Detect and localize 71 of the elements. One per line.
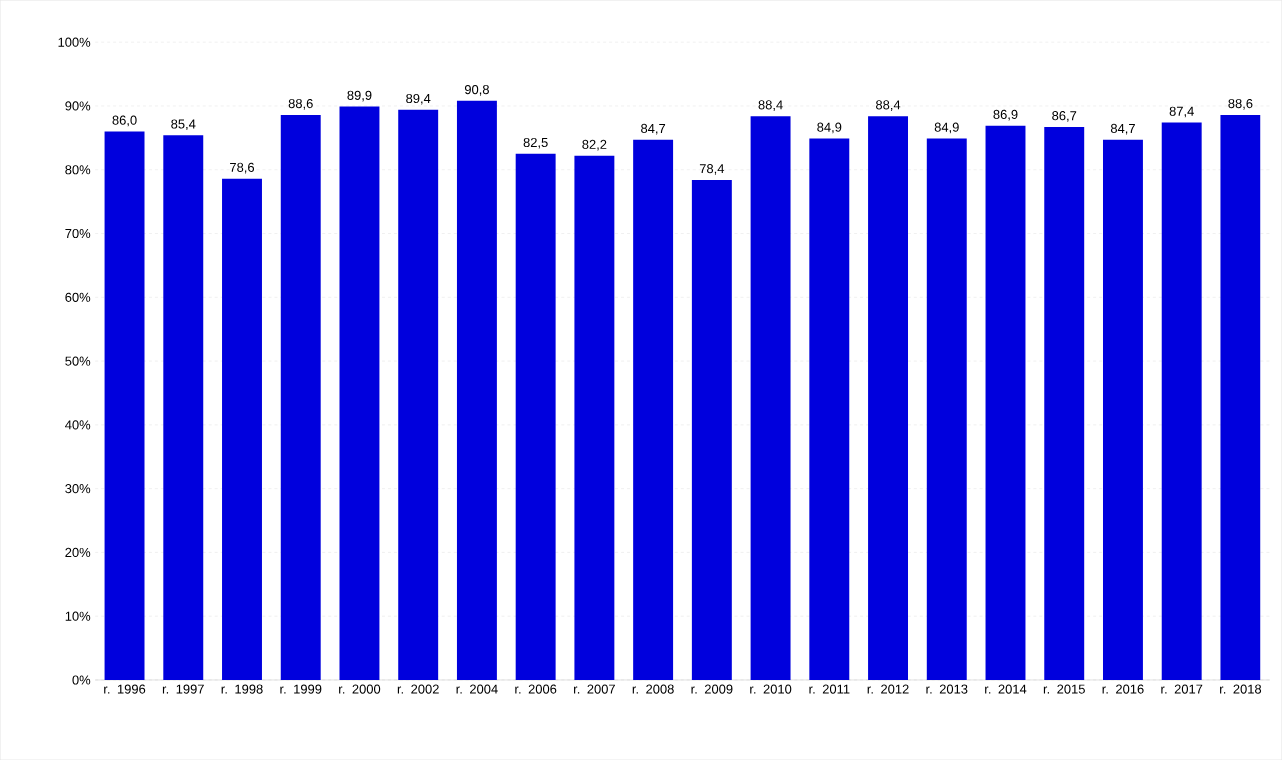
data-label: 84,9 — [934, 122, 959, 134]
data-label: 87,4 — [1169, 106, 1194, 118]
x-tick-label: r. 2009 — [691, 684, 733, 694]
bar — [809, 138, 850, 680]
bar — [1220, 114, 1261, 680]
x-tick-label: r. 1998 — [221, 684, 263, 694]
data-label: 89,9 — [347, 90, 372, 102]
y-tick-label: 80% — [65, 165, 91, 175]
y-tick-label: 0% — [72, 675, 91, 685]
bar — [926, 138, 967, 680]
x-tick-label: r. 1999 — [280, 684, 322, 694]
x-tick-label: r. 2016 — [1102, 684, 1144, 694]
x-tick-label: r. 2013 — [926, 684, 968, 694]
x-tick-label: r. 2010 — [750, 684, 792, 694]
data-label: 84,7 — [641, 123, 666, 135]
data-label: 84,9 — [817, 122, 842, 134]
data-label: 85,4 — [171, 119, 196, 131]
bar — [515, 153, 556, 680]
data-label: 89,4 — [406, 93, 431, 105]
y-tick-label: 60% — [65, 292, 91, 302]
data-label: 88,6 — [288, 98, 313, 110]
bar — [691, 179, 732, 680]
x-tick-label: r. 2007 — [574, 684, 615, 694]
bar — [750, 116, 791, 680]
bar — [398, 109, 439, 680]
bar — [1044, 126, 1085, 680]
x-tick-label: r. 2002 — [397, 684, 439, 694]
y-tick-label: 100% — [58, 37, 91, 47]
bar — [104, 131, 145, 680]
data-label: 86,0 — [112, 115, 137, 127]
x-tick-label: r. 2008 — [632, 684, 674, 694]
y-tick-label: 40% — [65, 420, 91, 430]
data-label: 84,7 — [1110, 123, 1135, 135]
data-label: 82,5 — [523, 137, 548, 149]
bar — [280, 114, 321, 680]
data-label: 78,4 — [699, 163, 725, 175]
data-label: 86,7 — [1052, 111, 1077, 122]
x-tick-label: r. 2015 — [1043, 684, 1085, 694]
y-tick-label: 50% — [65, 356, 91, 366]
bar — [1103, 139, 1143, 680]
data-label: 88,6 — [1228, 98, 1253, 110]
x-tick-label: r. 2017 — [1161, 684, 1203, 694]
data-label: 88,4 — [876, 100, 901, 111]
x-tick-label: r. 2012 — [867, 684, 909, 694]
bar — [339, 106, 380, 680]
x-tick-label: r. 2011 — [809, 684, 850, 694]
x-tick-label: r. 2018 — [1220, 684, 1262, 694]
y-tick-label: 20% — [65, 547, 91, 557]
bar — [1161, 122, 1202, 680]
x-tick-label: r. 2006 — [515, 684, 557, 694]
y-tick-label: 90% — [65, 101, 91, 111]
x-tick-label: r. 1996 — [104, 684, 146, 694]
y-tick-label: 30% — [65, 483, 91, 494]
data-label: 78,6 — [230, 162, 255, 174]
data-label: 90,8 — [464, 84, 489, 96]
data-label: 82,2 — [582, 139, 607, 151]
bar — [868, 116, 909, 680]
data-label: 86,9 — [993, 109, 1018, 121]
bar — [633, 139, 674, 680]
bar — [574, 155, 615, 680]
y-tick-label: 70% — [65, 228, 91, 239]
x-tick-label: r. 2004 — [456, 684, 498, 694]
x-tick-label: r. 2014 — [985, 684, 1027, 694]
bar — [985, 125, 1026, 680]
bar — [456, 100, 497, 680]
data-label: 88,4 — [758, 100, 783, 111]
x-tick-label: r. 1997 — [162, 684, 204, 694]
x-tick-label: r. 2000 — [339, 684, 381, 694]
bar — [163, 135, 204, 680]
bar — [222, 178, 262, 680]
y-tick-label: 10% — [65, 611, 91, 621]
